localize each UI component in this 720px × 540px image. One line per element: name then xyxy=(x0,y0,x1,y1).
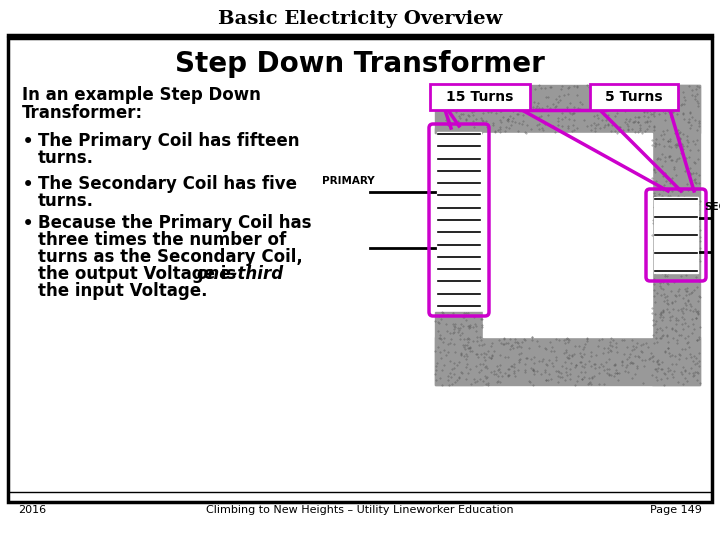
Text: the output Voltage is: the output Voltage is xyxy=(38,265,242,283)
Bar xyxy=(430,84,530,110)
Text: •: • xyxy=(22,214,35,234)
Bar xyxy=(8,38,712,502)
Bar xyxy=(590,84,678,110)
Text: PRIMARY: PRIMARY xyxy=(323,177,375,186)
Bar xyxy=(483,133,652,337)
Text: 2016: 2016 xyxy=(18,505,46,515)
Text: turns as the Secondary Coil,: turns as the Secondary Coil, xyxy=(38,248,302,266)
Text: The Secondary Coil has five: The Secondary Coil has five xyxy=(38,175,297,193)
Bar xyxy=(435,128,483,133)
Text: •: • xyxy=(22,132,35,152)
Text: the input Voltage.: the input Voltage. xyxy=(38,282,207,300)
Bar xyxy=(652,85,700,385)
Text: turns.: turns. xyxy=(38,149,94,167)
Text: one-third: one-third xyxy=(196,265,283,283)
Bar xyxy=(654,197,698,273)
Text: turns.: turns. xyxy=(38,192,94,210)
Text: 5 Turns: 5 Turns xyxy=(606,90,663,104)
Bar xyxy=(435,337,700,385)
Bar xyxy=(435,85,700,133)
Text: The Primary Coil has fifteen: The Primary Coil has fifteen xyxy=(38,132,300,150)
Text: Basic Electricity Overview: Basic Electricity Overview xyxy=(218,10,502,28)
Text: In an example Step Down: In an example Step Down xyxy=(22,86,261,104)
Text: three times the number of: three times the number of xyxy=(38,231,287,249)
Text: Because the Primary Coil has: Because the Primary Coil has xyxy=(38,214,312,232)
Text: •: • xyxy=(22,175,35,195)
Bar xyxy=(435,312,483,385)
Text: Climbing to New Heights – Utility Lineworker Education: Climbing to New Heights – Utility Linewo… xyxy=(206,505,514,515)
Text: 15 Turns: 15 Turns xyxy=(446,90,513,104)
Text: Page 149: Page 149 xyxy=(650,505,702,515)
Text: SECONDARY: SECONDARY xyxy=(704,202,720,212)
Bar xyxy=(437,132,481,308)
Text: Step Down Transformer: Step Down Transformer xyxy=(175,50,545,78)
Text: Transformer:: Transformer: xyxy=(22,104,143,122)
